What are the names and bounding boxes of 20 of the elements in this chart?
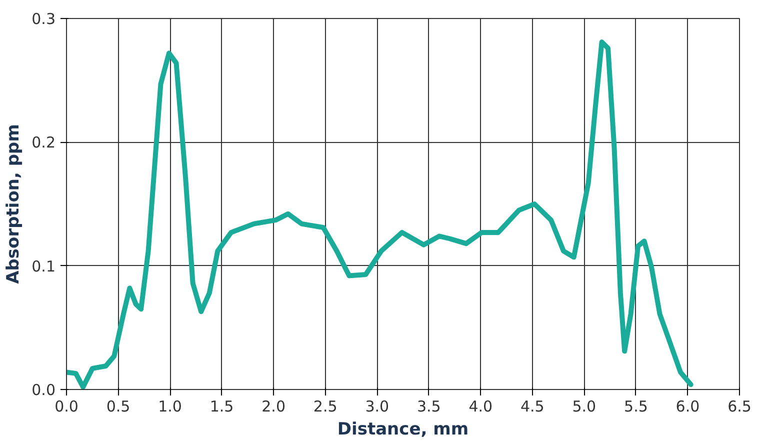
y-tick-label: 0.3 <box>32 10 56 28</box>
x-tick-label: 6.5 <box>728 398 752 416</box>
y-tick-label: 0.0 <box>32 381 56 399</box>
x-tick-label: 4.5 <box>520 398 544 416</box>
x-tick-label: 5.0 <box>572 398 596 416</box>
x-axis-title: Distance, mm <box>337 420 469 440</box>
x-tick-label: 2.0 <box>262 398 286 416</box>
x-tick-label: 0.5 <box>106 398 130 416</box>
x-tick-label: 0.0 <box>54 398 78 416</box>
x-tick-label: 6.0 <box>676 398 700 416</box>
y-tick-label: 0.1 <box>32 257 56 276</box>
x-tick-label: 5.5 <box>624 398 648 416</box>
y-tick-label: 0.2 <box>32 134 56 152</box>
x-tick-label: 3.0 <box>365 398 390 416</box>
y-axis-title: Absorption, ppm <box>4 124 24 284</box>
x-tick-label: 1.5 <box>210 398 234 416</box>
x-tick-label: 3.5 <box>416 398 441 416</box>
x-tick-label: 2.5 <box>313 398 338 416</box>
x-tick-label: 4.0 <box>468 398 493 416</box>
x-tick-label: 1.0 <box>158 398 182 416</box>
